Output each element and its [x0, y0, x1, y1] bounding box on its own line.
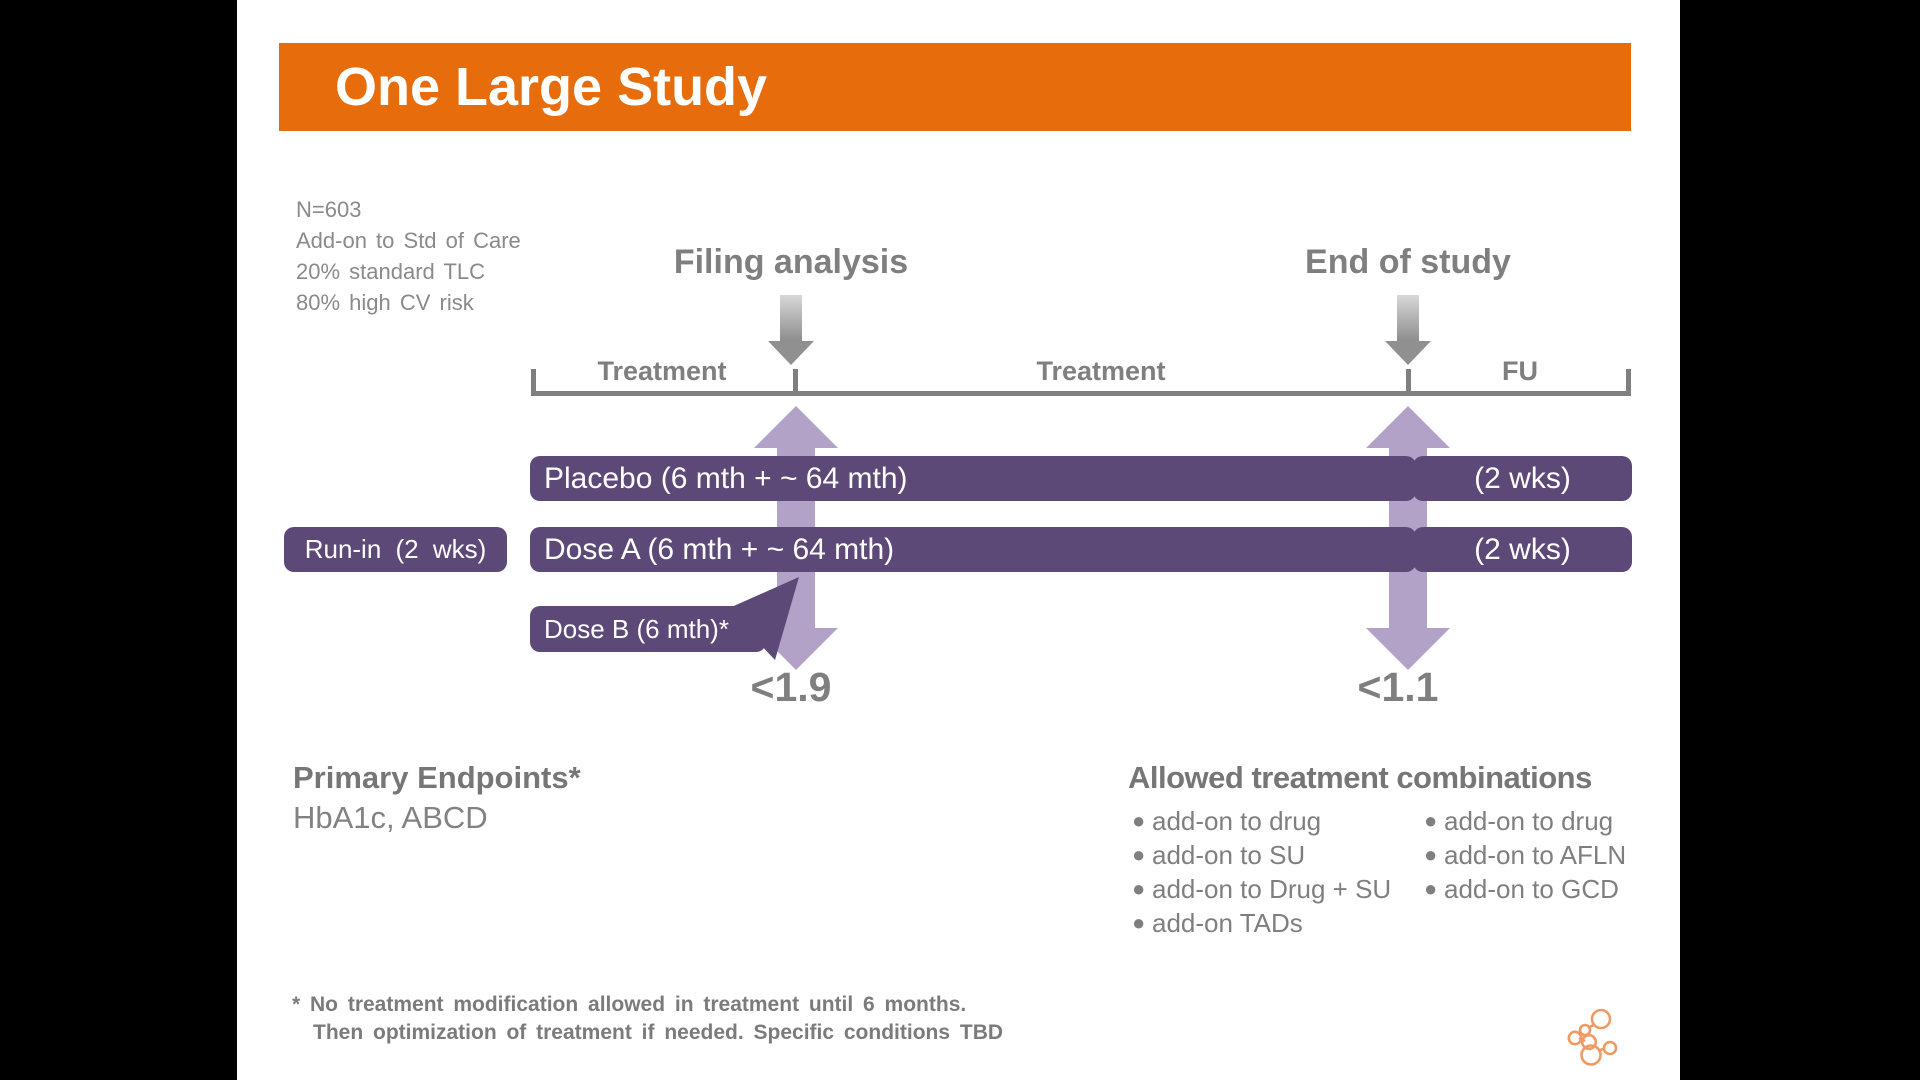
- bullet-dot-icon: ●: [1424, 842, 1438, 867]
- segment-label-treatment-1: Treatment: [597, 356, 727, 386]
- list-item-label: add-on to drug: [1152, 806, 1322, 836]
- timeline-tick-finish: [1626, 369, 1631, 396]
- info-line-addon: Add-on to Std of Care: [296, 228, 521, 253]
- list-item-label: add-on to GCD: [1444, 874, 1619, 904]
- bullet-dot-icon: ●: [1132, 842, 1146, 867]
- primary-endpoints-body: HbA1c, ABCD: [293, 800, 488, 835]
- bullet-dot-icon: ●: [1132, 910, 1146, 935]
- bar-dose-a-fu: (2 wks): [1413, 527, 1632, 572]
- combinations-column-1: ● add-on to drug ● add-on to SU ● add-on to…: [1132, 804, 1422, 940]
- primary-endpoints-heading: Primary Endpoints*: [293, 760, 581, 795]
- bar-run-in: Run-in (2 wks): [284, 527, 507, 572]
- slide-canvas: One Large Study N=603 Add-on to Std of C…: [237, 0, 1680, 1080]
- list-item-label: add-on to SU: [1152, 840, 1306, 870]
- timeline-tick-filing: [793, 369, 798, 396]
- list-item-label: add-on to Drug + SU: [1152, 874, 1392, 904]
- info-line-tlc: 20% standard TLC: [296, 259, 486, 284]
- list-item: ● add-on to SU: [1132, 838, 1422, 872]
- list-item: ● add-on TADs: [1132, 906, 1422, 940]
- list-item: ● add-on to GCD: [1424, 872, 1674, 906]
- list-item: ● add-on to AFLN: [1424, 838, 1674, 872]
- bullet-dot-icon: ●: [1132, 808, 1146, 833]
- milestone-label-end-of-study: End of study: [1305, 243, 1511, 281]
- milestone-label-filing: Filing analysis: [673, 243, 909, 281]
- segment-label-fu: FU: [1502, 356, 1538, 386]
- down-arrow-icon: [1385, 295, 1431, 365]
- combinations-heading: Allowed treatment combinations: [1128, 760, 1592, 795]
- bar-dose-a: Dose A (6 mth + ~ 64 mth): [530, 527, 1416, 572]
- bullet-dot-icon: ●: [1132, 876, 1146, 901]
- bullet-dot-icon: ●: [1424, 876, 1438, 901]
- logo-molecule-icon: [1567, 1008, 1618, 1066]
- footnote-line-2: Then optimization of treatment if needed…: [313, 1021, 1004, 1044]
- info-line-n: N=603: [296, 197, 362, 222]
- footnote-line-1: * No treatment modification allowed in t…: [292, 993, 967, 1016]
- bar-dose-b: Dose B (6 mth)*: [530, 606, 766, 652]
- study-info-block: N=603 Add-on to Std of Care 20% standard…: [296, 194, 521, 318]
- timeline-tick-start: [531, 369, 536, 396]
- segment-label-treatment-2: Treatment: [1036, 356, 1166, 386]
- list-item: ● add-on to Drug + SU: [1132, 872, 1422, 906]
- combinations-column-2: ● add-on to drug ● add-on to AFLN ● add-on …: [1424, 804, 1674, 906]
- list-item: ● add-on to drug: [1132, 804, 1422, 838]
- slide-title: One Large Study: [335, 57, 768, 117]
- milestone-value-filing: <1.9: [750, 664, 832, 710]
- milestone-value-end-of-study: <1.1: [1357, 664, 1439, 710]
- bar-placebo-fu: (2 wks): [1413, 456, 1632, 501]
- bullet-dot-icon: ●: [1424, 808, 1438, 833]
- list-item-label: add-on to AFLN: [1444, 840, 1627, 870]
- timeline-axis: [531, 391, 1631, 396]
- title-bar: [279, 43, 1631, 131]
- info-line-cv: 80% high CV risk: [296, 290, 474, 315]
- down-arrow-icon: [768, 295, 814, 365]
- list-item-label: add-on to drug: [1444, 806, 1614, 836]
- list-item-label: add-on TADs: [1152, 908, 1303, 938]
- bar-placebo: Placebo (6 mth + ~ 64 mth): [530, 456, 1416, 501]
- list-item: ● add-on to drug: [1424, 804, 1674, 838]
- timeline-tick-end-of-study: [1406, 369, 1411, 396]
